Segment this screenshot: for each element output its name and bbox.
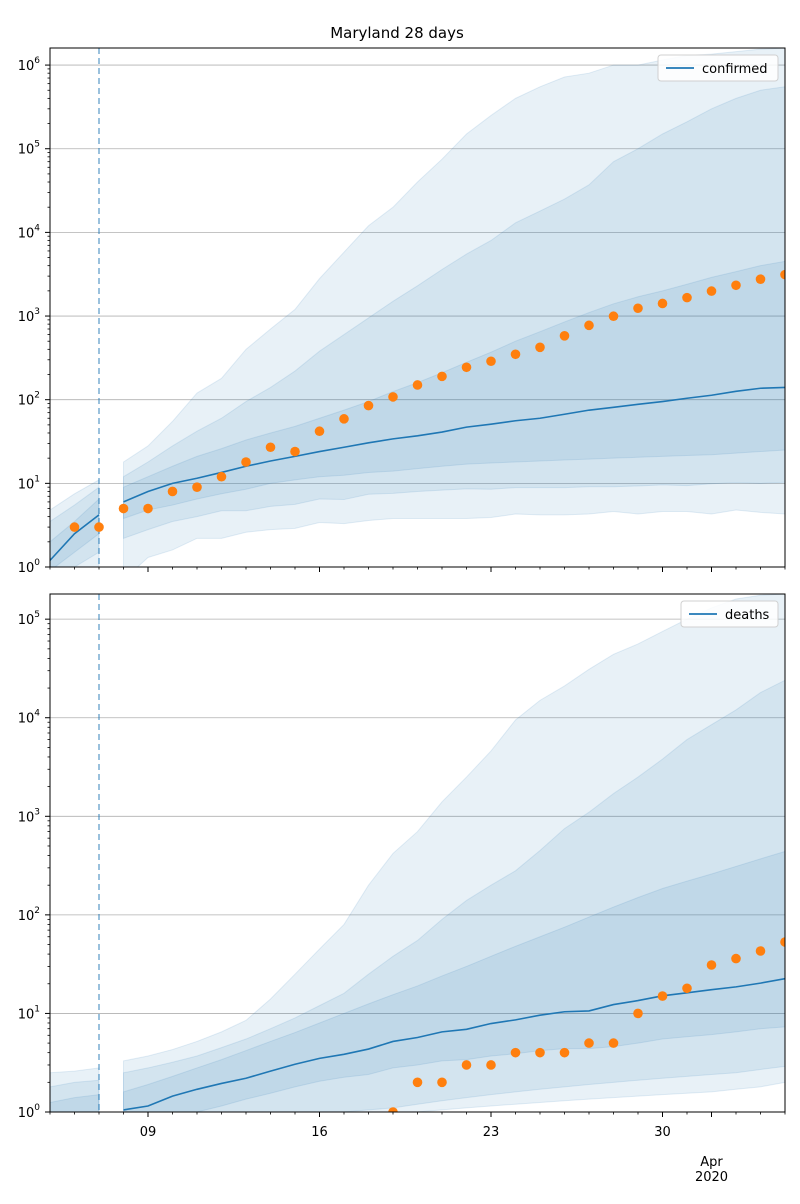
uncertainty-band <box>123 594 785 1112</box>
x-tick-label: 16 <box>311 1125 328 1140</box>
observed-point <box>682 292 692 303</box>
observed-point <box>388 392 398 402</box>
observed-point <box>265 442 276 453</box>
x-axis: 09 16 23 30 Apr 2020 <box>140 1125 728 1185</box>
y-tick-label: 102 <box>18 906 40 924</box>
observed-point <box>559 331 570 341</box>
observed-point <box>388 1107 398 1112</box>
observed-point <box>290 446 300 457</box>
observed-point <box>633 303 643 314</box>
observed-point <box>461 1060 472 1070</box>
confirmed-panel: 100 101 102 103 104 105 106 confirmed <box>18 47 786 576</box>
uncertainty-band <box>50 1079 100 1112</box>
observed-point <box>731 953 741 964</box>
median-line <box>123 977 785 1111</box>
uncertainty-band <box>123 850 785 1112</box>
x-ticks <box>49 567 786 572</box>
y-tick-label: 105 <box>18 610 40 628</box>
y-tick-label: 103 <box>18 807 40 825</box>
median-line <box>50 514 100 561</box>
observed-point <box>314 426 325 437</box>
y-tick-label: 102 <box>18 391 40 409</box>
y-tick-label: 103 <box>18 307 40 325</box>
uncertainty-band <box>123 48 785 567</box>
observed-point <box>657 298 668 309</box>
observed-point <box>682 983 692 994</box>
observed-point <box>706 286 717 296</box>
observed-point <box>412 380 423 390</box>
observed-point <box>143 503 153 514</box>
observed-point <box>608 1038 619 1048</box>
uncertainty-band <box>50 1067 100 1112</box>
median-line <box>123 386 785 503</box>
observed-point <box>584 320 594 331</box>
x-tick-label: 09 <box>140 1125 157 1140</box>
observed-point <box>657 991 668 1001</box>
observed-point <box>118 503 129 514</box>
observed-point <box>535 1047 545 1058</box>
observed-point <box>486 356 496 367</box>
y-tick-label: 105 <box>18 140 40 158</box>
observed-point <box>167 486 178 497</box>
x-ticks <box>49 1112 786 1117</box>
uncertainty-band <box>123 86 785 540</box>
observed-point <box>755 274 766 284</box>
observed-point <box>437 1077 447 1088</box>
observed-point <box>633 1008 643 1019</box>
legend-box <box>680 600 779 628</box>
legend: deaths <box>680 600 779 628</box>
chart-title: Maryland 28 days <box>330 24 464 42</box>
observed-point <box>437 371 447 382</box>
observed-point <box>339 414 349 424</box>
observed-point <box>608 311 619 322</box>
y-tick-label: 104 <box>18 709 41 727</box>
y-tick-label: 100 <box>18 558 41 576</box>
legend-label: confirmed <box>702 62 768 77</box>
observed-point <box>216 471 227 482</box>
plot-area <box>50 594 785 1112</box>
y-tick-label: 106 <box>18 56 41 74</box>
uncertainty-band <box>50 1094 100 1112</box>
observed-point <box>584 1038 594 1048</box>
x-tick-label: 23 <box>483 1125 500 1140</box>
y-tick-label: 101 <box>18 1004 40 1022</box>
observed-point <box>510 349 521 360</box>
y-tick-label: 104 <box>18 223 41 241</box>
uncertainty-band <box>123 260 785 520</box>
observed-point <box>69 522 80 532</box>
observed-point <box>363 400 374 411</box>
legend-box <box>657 54 779 82</box>
y-tick-label: 101 <box>18 474 40 492</box>
legend: confirmed <box>657 54 779 82</box>
observed-point <box>780 937 785 947</box>
x-tick-label: 30 <box>654 1125 671 1140</box>
x-tick-label: Apr 2020 <box>695 1155 728 1185</box>
deaths-panel: 100 101 102 103 104 105 deaths <box>18 593 786 1121</box>
observed-point <box>510 1047 521 1058</box>
legend-label: deaths <box>725 608 770 623</box>
plot-area <box>50 48 785 567</box>
observed-point <box>535 342 545 353</box>
observed-point <box>486 1060 496 1070</box>
observed-point <box>706 960 717 970</box>
observed-point <box>559 1047 570 1058</box>
observed-point <box>241 457 251 467</box>
observed-point <box>412 1077 423 1088</box>
y-axis: 100 101 102 103 104 105 <box>18 610 50 1121</box>
observed-point <box>94 522 104 532</box>
y-axis: 100 101 102 103 104 105 106 <box>18 56 50 576</box>
y-tick-label: 100 <box>18 1103 41 1121</box>
observed-point <box>755 946 766 956</box>
observed-point <box>192 482 202 492</box>
observed-point <box>731 280 741 291</box>
observed-point <box>780 269 785 280</box>
observed-point <box>461 362 472 373</box>
